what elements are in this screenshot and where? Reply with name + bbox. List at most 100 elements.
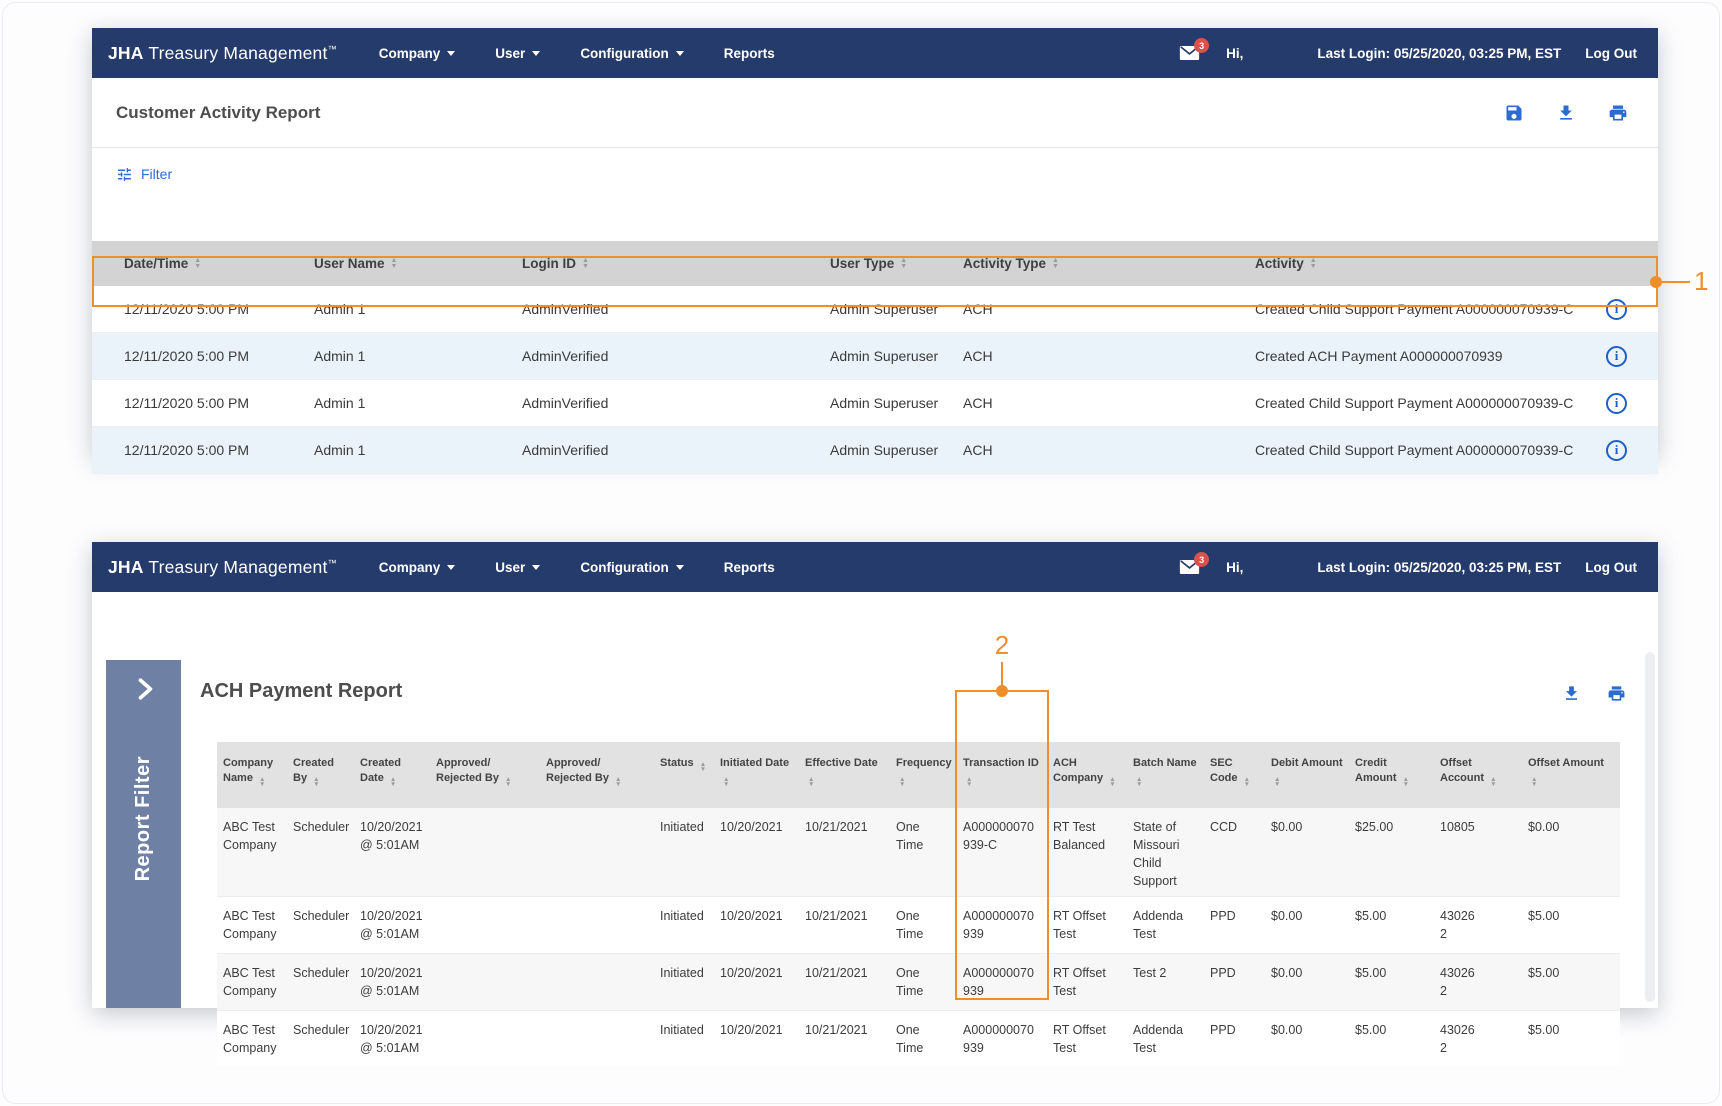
callout-line: [1660, 281, 1690, 283]
table-cell: ABC Test Company: [223, 966, 277, 998]
column-header[interactable]: Date/Time ▲ ▼: [124, 256, 202, 271]
sort-icon[interactable]: ▲ ▼: [390, 257, 398, 270]
sort-icon[interactable]: ▲ ▼: [1274, 776, 1281, 788]
table-cell: 10/20/2021 @ 5:01AM: [360, 966, 423, 998]
sort-icon[interactable]: ▲ ▼: [808, 776, 815, 788]
sort-icon[interactable]: ▲ ▼: [966, 776, 973, 788]
table-cell: A000000070 939: [963, 909, 1034, 941]
customer-activity-panel: JHA Treasury Management™ Company User Co…: [92, 28, 1658, 474]
nav-menu-user[interactable]: User: [495, 560, 541, 575]
table-cell: 10/20/2021: [720, 820, 783, 834]
column-header[interactable]: Offset Amount ▲ ▼: [1528, 757, 1604, 788]
column-header[interactable]: User Name ▲ ▼: [314, 256, 398, 271]
logout-link[interactable]: Log Out: [1585, 45, 1637, 61]
brand-trademark: ™: [327, 557, 337, 568]
print-icon[interactable]: [1608, 103, 1628, 123]
nav-menu-reports[interactable]: Reports: [724, 560, 775, 575]
callout-number-1: 1: [1694, 266, 1709, 296]
nav-menu-user[interactable]: User: [495, 46, 541, 61]
nav-menu-configuration[interactable]: Configuration: [580, 46, 684, 61]
sort-icon[interactable]: ▲ ▼: [1490, 776, 1497, 788]
sidebar-label: Report Filter: [132, 756, 154, 882]
column-header[interactable]: Effective Date ▲ ▼: [805, 757, 878, 788]
table-cell: 10/20/2021: [720, 966, 783, 980]
sort-icon[interactable]: ▲ ▼: [900, 257, 908, 270]
filter-bar: Filter: [92, 148, 1658, 200]
column-header[interactable]: Approved/ Rejected By ▲ ▼: [436, 757, 512, 788]
table-cell: 10/21/2021: [805, 966, 868, 980]
vertical-scrollbar[interactable]: [1645, 652, 1655, 1002]
sort-icon[interactable]: ▲ ▼: [389, 776, 397, 788]
nav-menu-company[interactable]: Company: [379, 46, 456, 61]
column-header[interactable]: Login ID ▲ ▼: [522, 256, 589, 271]
column-header[interactable]: Approved/ Rejected By ▲ ▼: [546, 757, 622, 788]
table-cell: Initiated: [660, 909, 704, 923]
logout-link[interactable]: Log Out: [1585, 559, 1637, 575]
info-icon[interactable]: i: [1606, 298, 1627, 320]
sort-icon[interactable]: ▲ ▼: [313, 776, 320, 788]
report-filter-sidebar[interactable]: Report Filter: [106, 660, 181, 1008]
print-icon[interactable]: [1607, 684, 1626, 703]
table-cell: Admin Superuser: [830, 442, 939, 458]
sort-icon[interactable]: ▲ ▼: [615, 776, 622, 788]
sort-icon[interactable]: ▲ ▼: [699, 761, 707, 773]
sort-icon[interactable]: ▲ ▼: [1109, 776, 1116, 788]
column-header[interactable]: Activity ▲ ▼: [1255, 256, 1317, 271]
column-header[interactable]: User Type ▲ ▼: [830, 256, 908, 271]
chevron-right-icon[interactable]: [130, 674, 158, 704]
sort-icon[interactable]: ▲ ▼: [259, 776, 266, 788]
nav-menu-label: Reports: [723, 45, 775, 61]
report-body: Report Filter ACH Payment Report Company…: [92, 592, 1658, 1066]
sort-icon[interactable]: ▲ ▼: [1136, 776, 1143, 788]
column-header[interactable]: Status ▲ ▼: [660, 757, 707, 773]
column-header[interactable]: Batch Name ▲ ▼: [1133, 757, 1197, 788]
table-cell: AdminVerified: [522, 348, 609, 364]
save-icon[interactable]: [1504, 103, 1524, 123]
table-cell: ACH: [963, 348, 993, 364]
info-icon[interactable]: i: [1606, 345, 1627, 367]
column-header[interactable]: Frequency ▲ ▼: [896, 757, 952, 788]
app-logo: JHA Treasury Management™: [108, 43, 337, 64]
column-header[interactable]: Credit Amount ▲ ▼: [1355, 757, 1410, 788]
chevron-down-icon: [447, 564, 456, 570]
sort-icon[interactable]: ▲ ▼: [505, 776, 512, 788]
column-header[interactable]: Transaction ID ▲ ▼: [963, 757, 1039, 788]
column-header[interactable]: ACH Company ▲ ▼: [1053, 757, 1116, 788]
info-icon[interactable]: i: [1606, 439, 1627, 461]
nav-menu-reports[interactable]: Reports: [724, 46, 775, 61]
table-cell: ABC Test Company: [223, 909, 277, 941]
mail-icon[interactable]: 3: [1179, 38, 1210, 61]
table-cell: Admin Superuser: [830, 301, 939, 317]
column-header[interactable]: Company Name ▲ ▼: [223, 757, 274, 788]
sort-icon[interactable]: ▲ ▼: [582, 257, 589, 270]
column-header[interactable]: Debit Amount ▲ ▼: [1271, 757, 1343, 788]
sort-icon[interactable]: ▲ ▼: [899, 776, 906, 788]
mail-icon[interactable]: 3: [1179, 552, 1210, 575]
column-header[interactable]: Created Date ▲ ▼: [360, 757, 401, 788]
table-cell: 12/11/2020 5:00 PM: [124, 301, 250, 317]
sort-icon[interactable]: ▲ ▼: [1309, 257, 1317, 270]
column-header[interactable]: Created By ▲ ▼: [293, 757, 334, 788]
table-cell: $5.00: [1355, 966, 1387, 980]
table-cell: Created Child Support Payment A000000070…: [1255, 301, 1574, 317]
filter-button[interactable]: Filter: [116, 166, 172, 183]
greeting-text: Hi,: [1226, 45, 1244, 61]
column-header[interactable]: SEC Code ▲ ▼: [1210, 757, 1250, 788]
column-header[interactable]: Initiated Date ▲ ▼: [720, 757, 790, 788]
sort-icon[interactable]: ▲ ▼: [1052, 257, 1059, 270]
sort-icon[interactable]: ▲ ▼: [194, 257, 202, 270]
info-icon[interactable]: i: [1606, 392, 1627, 414]
nav-menu-company[interactable]: Company: [379, 560, 456, 575]
sort-icon[interactable]: ▲ ▼: [1531, 776, 1538, 788]
download-icon[interactable]: [1562, 684, 1581, 703]
last-login-text: Last Login: 05/25/2020, 03:25 PM, EST: [1317, 559, 1562, 575]
column-header[interactable]: Activity Type ▲ ▼: [963, 256, 1059, 271]
filter-label: Filter: [141, 166, 173, 182]
sort-icon[interactable]: ▲ ▼: [723, 776, 730, 788]
sort-icon[interactable]: ▲ ▼: [1243, 776, 1250, 788]
sort-icon[interactable]: ▲ ▼: [1402, 776, 1410, 788]
download-icon[interactable]: [1556, 103, 1576, 123]
brand-rest: Treasury Management: [143, 556, 328, 577]
nav-menu-configuration[interactable]: Configuration: [580, 560, 684, 575]
column-header[interactable]: Offset Account ▲ ▼: [1440, 757, 1497, 788]
